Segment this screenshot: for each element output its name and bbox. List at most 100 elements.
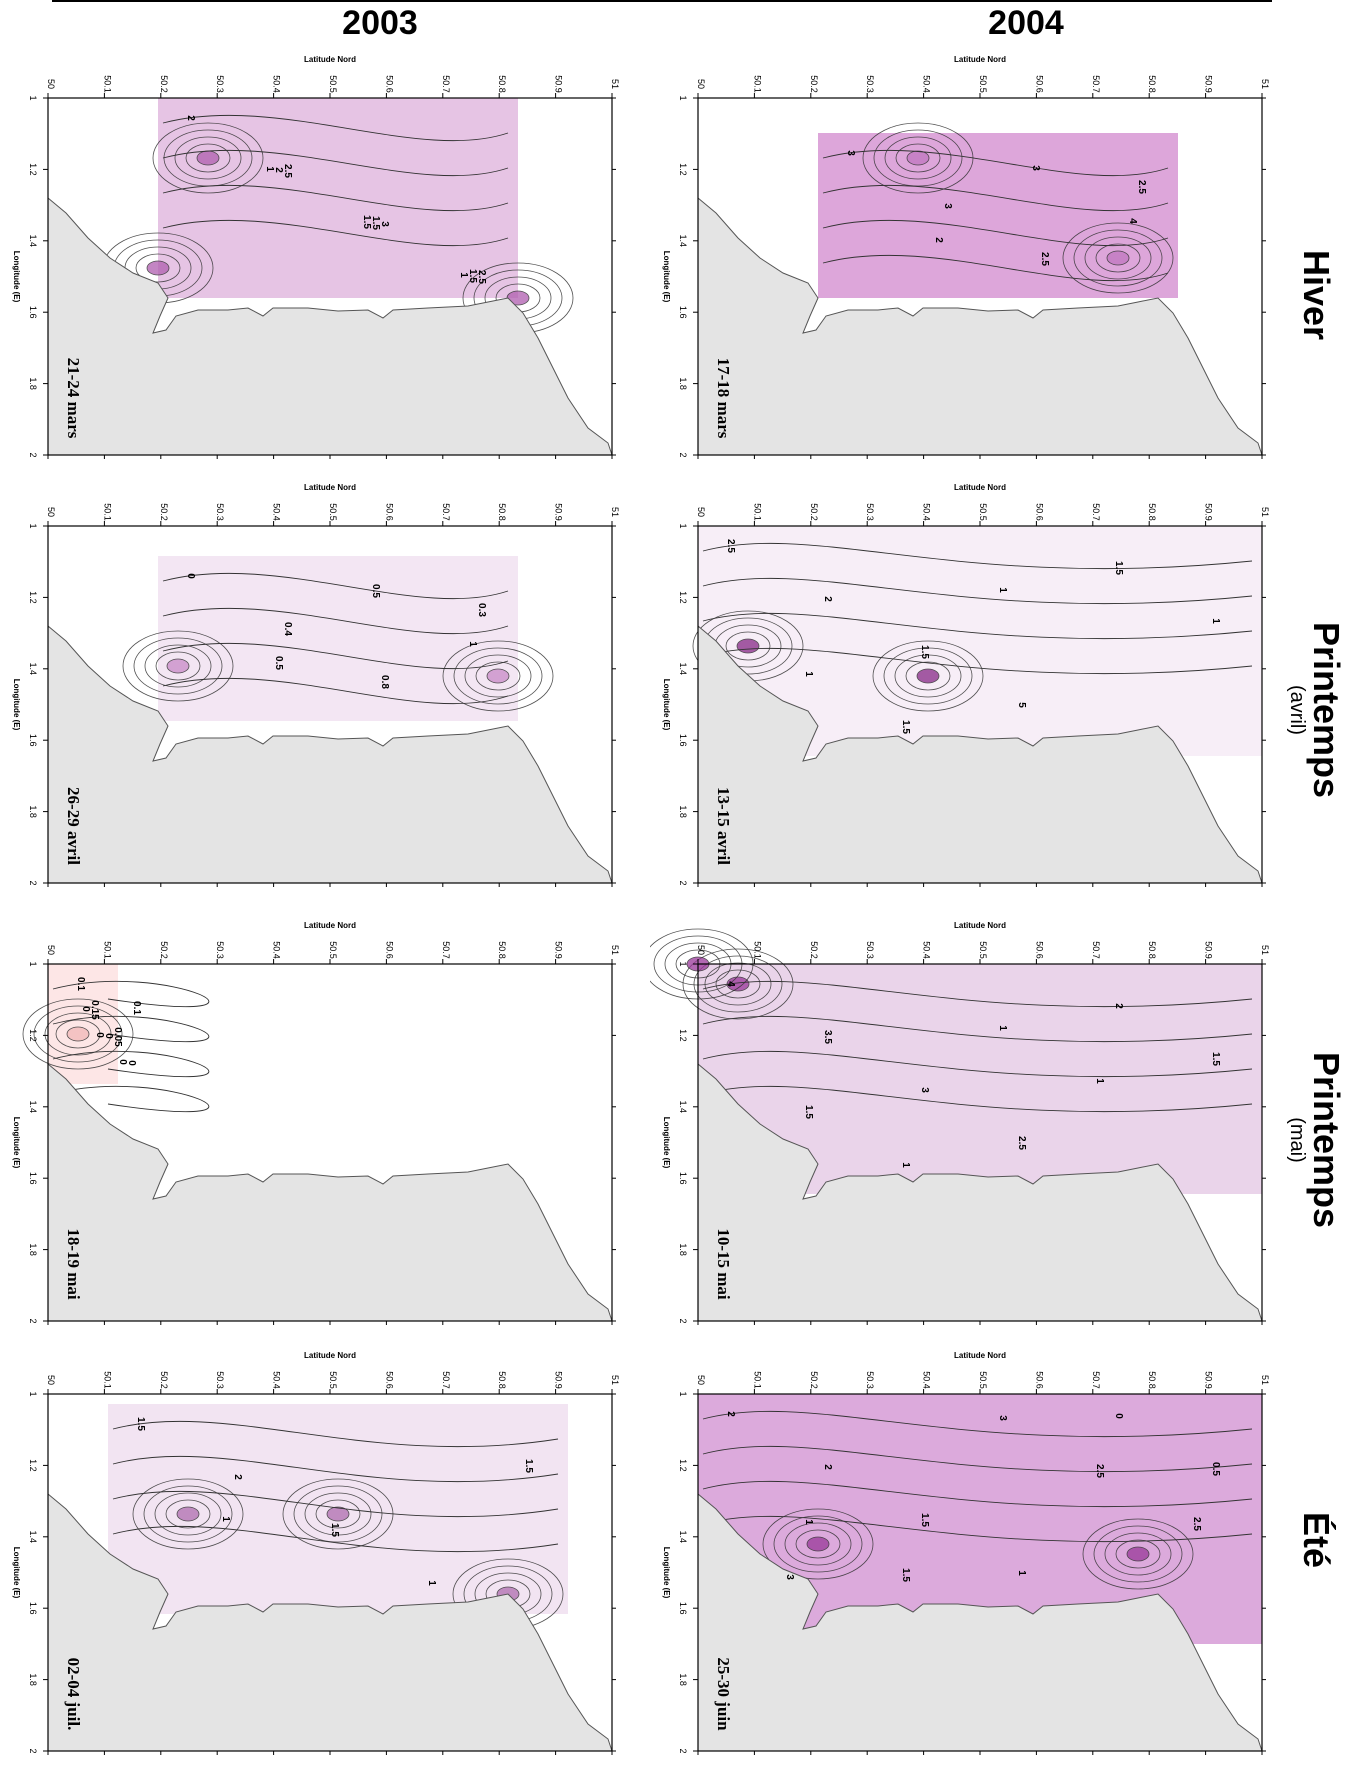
contour-cluster — [152, 122, 264, 194]
contour-line — [702, 1050, 1253, 1078]
lon-tick-label: 1.4 — [28, 1531, 38, 1544]
contour-line — [702, 980, 1253, 1008]
contour-value-label: 2 — [725, 1411, 736, 1417]
lon-tick-label: 2 — [28, 452, 38, 457]
lat-tick-label: 50.9 — [1204, 1371, 1214, 1389]
map-panel-2004-ete: Latitude Nord 50 50.1 50.2 50.3 50.4 50.5 50.6 5… — [650, 1346, 1290, 1766]
lon-tick-label: 1.8 — [28, 1673, 38, 1686]
contour-value-label: 1 — [467, 641, 478, 647]
axis-title-latitude: Latitude Nord — [954, 55, 1006, 64]
land-mass — [47, 196, 613, 456]
lon-tick-label: 1.8 — [28, 377, 38, 390]
lat-tick-label: 50.6 — [1034, 75, 1044, 93]
lat-tick-label: 50 — [696, 1375, 706, 1385]
lon-tick-label: 1.2 — [678, 1029, 688, 1042]
contour-line — [112, 1455, 559, 1483]
lat-tick-label: 50.6 — [384, 503, 394, 521]
contour-value-label: 0 — [126, 1060, 137, 1066]
contour-value-label: 1.5 — [370, 216, 381, 230]
lon-tick-label: 1.2 — [678, 591, 688, 604]
contour-line — [822, 184, 1169, 212]
lat-tick-label: 50.4 — [922, 503, 932, 521]
lon-tick-label: 1.2 — [28, 1029, 38, 1042]
lat-tick-label: 50.7 — [441, 1371, 451, 1389]
contour-line — [702, 1410, 1253, 1438]
contour-line — [162, 607, 509, 635]
lat-tick-label: 50.9 — [1204, 941, 1214, 959]
lat-tick-label: 50.5 — [978, 503, 988, 521]
lat-tick-label: 50.6 — [384, 941, 394, 959]
axis-title-latitude: Latitude Nord — [954, 1351, 1006, 1360]
lat-tick-label: 50.9 — [1204, 75, 1214, 93]
concentration-field — [818, 133, 1178, 298]
lon-tick-label: 1.2 — [28, 1459, 38, 1472]
contour-value-label: 1.5 — [919, 645, 930, 659]
lat-tick-label: 51 — [610, 79, 620, 89]
lon-tick-label: 1 — [678, 523, 688, 528]
lat-tick-label: 50.5 — [328, 1371, 338, 1389]
contour-cluster — [22, 998, 134, 1070]
contour-value-label: 2 — [822, 596, 833, 602]
lon-tick-label: 2 — [678, 1318, 688, 1323]
map-panel-2004-printemps-avril: Latitude Nord 50 50.1 50.2 50.3 50.4 50.5 50.6 5… — [650, 478, 1290, 898]
lat-tick-label: 50.1 — [102, 503, 112, 521]
contour-value-label: 0 — [103, 1033, 114, 1039]
map-svg: Latitude Nord 50 50.1 50.2 50.3 50.4 50.5 50.6 5… — [662, 483, 1270, 887]
lon-tick-label: 1.2 — [678, 1459, 688, 1472]
contour-cluster — [872, 640, 984, 712]
lat-tick-label: 50.5 — [328, 941, 338, 959]
lon-tick-label: 1.8 — [678, 805, 688, 818]
contour-value-label: 0 — [80, 1006, 91, 1012]
lat-tick-label: 50 — [46, 1375, 56, 1385]
contour-value-label: 1 — [426, 1580, 437, 1586]
lat-tick-label: 50.2 — [809, 1371, 819, 1389]
lat-tick-label: 50.6 — [1034, 1371, 1044, 1389]
contour-value-label: 1.5 — [329, 1523, 340, 1537]
contour-line — [162, 184, 509, 212]
lon-tick-label: 1.8 — [678, 1243, 688, 1256]
contour-value-label: 3 — [919, 1087, 930, 1093]
lat-tick-label: 50.5 — [978, 941, 988, 959]
contour-value-label: 1.5 — [919, 1513, 930, 1527]
lat-tick-label: 50.7 — [1091, 1371, 1101, 1389]
lon-tick-label: 1.8 — [678, 377, 688, 390]
lat-tick-label: 51 — [1260, 1375, 1270, 1385]
land-mass — [697, 1492, 1263, 1752]
panel-date-label: 17-18 mars — [714, 358, 733, 439]
contour-value-label: 2.5 — [1094, 1464, 1105, 1478]
lat-tick-label: 50.4 — [922, 941, 932, 959]
season-printemps-mai: Printemps (mai) — [1286, 930, 1347, 1350]
contour-line — [112, 1420, 559, 1448]
lat-tick-label: 50 — [696, 507, 706, 517]
map-svg: Latitude Nord 50 50.1 50.2 50.3 50.4 50.5 50.6 5… — [12, 921, 620, 1325]
concentration-field — [158, 98, 518, 298]
contour-line — [822, 219, 1169, 247]
contour-value-label: 2 — [822, 1464, 833, 1470]
lat-tick-label: 50.3 — [865, 1371, 875, 1389]
contour-value-label: 2.5 — [282, 164, 293, 178]
lat-tick-label: 50.4 — [272, 75, 282, 93]
contour-line — [112, 1525, 559, 1553]
lon-tick-label: 1.4 — [678, 1101, 688, 1114]
lat-tick-label: 50.9 — [1204, 503, 1214, 521]
lon-tick-label: 1.6 — [678, 1602, 688, 1615]
lat-tick-label: 50.4 — [272, 941, 282, 959]
contour-value-label: 1 — [458, 272, 469, 278]
contour-value-label: 1.5 — [135, 1417, 146, 1431]
contour-value-label: 1.5 — [1113, 561, 1124, 575]
contour-value-label: 1 — [803, 671, 814, 677]
lat-tick-label: 50.9 — [554, 941, 564, 959]
lat-tick-label: 50.2 — [809, 503, 819, 521]
lon-tick-label: 2 — [28, 1318, 38, 1323]
contour-value-label: 2.5 — [1191, 1517, 1202, 1531]
season-hiver: Hiver — [1286, 85, 1346, 505]
lon-tick-label: 1 — [28, 95, 38, 100]
contour-value-label: 3.5 — [822, 1030, 833, 1044]
contour-value-label: 3 — [997, 1415, 1008, 1421]
contour-value-label: 0 — [1113, 1413, 1124, 1419]
axis-title-latitude: Latitude Nord — [304, 483, 356, 492]
axis-title-longitude: Longitude (E) — [662, 679, 671, 731]
lat-tick-label: 51 — [610, 945, 620, 955]
lat-tick-label: 50.7 — [1091, 503, 1101, 521]
map-svg: Latitude Nord 50 50.1 50.2 50.3 50.4 50.5 50.6 5… — [650, 921, 1270, 1325]
